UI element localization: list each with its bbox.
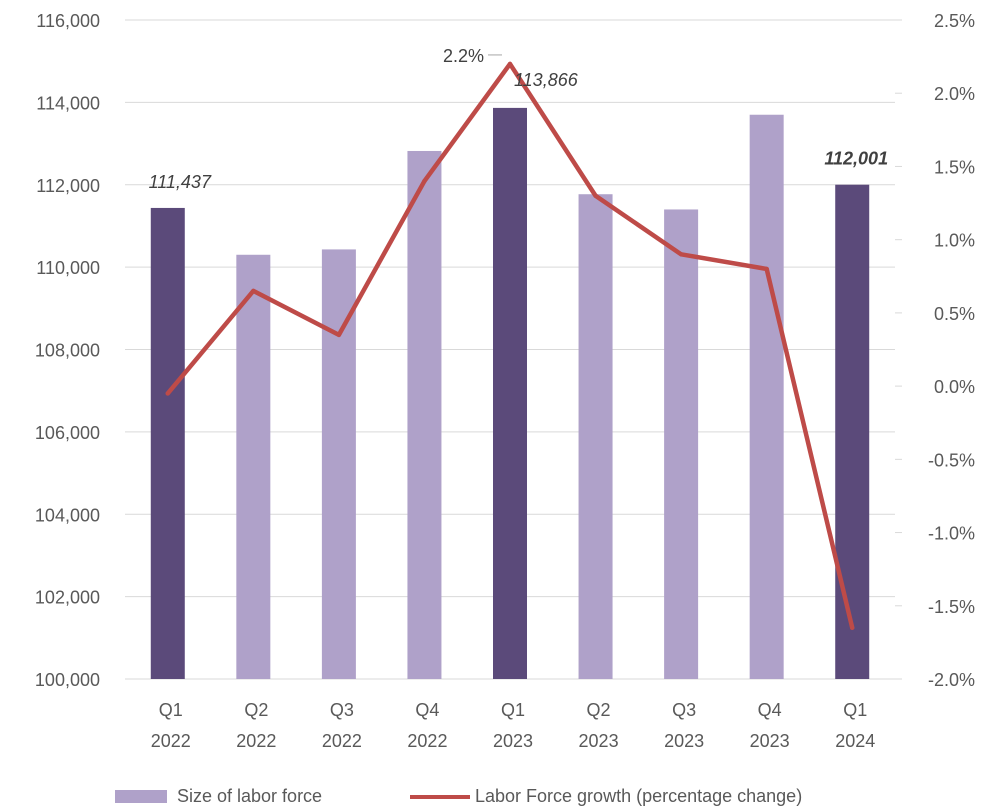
bar [236,254,271,680]
line-series [165,61,855,630]
x-axis-tick-label: Q3 [672,700,696,720]
left-axis-tick-label: 114,000 [36,93,100,113]
legend-label-line: Labor Force growth (percentage change) [475,786,802,806]
x-axis-tick-label: 2023 [664,731,704,751]
x-axis-tick-label: Q4 [415,700,439,720]
bar [321,249,356,679]
left-axis-tick-label: 108,000 [35,341,100,361]
right-axis-tick-label: 0.5% [934,304,975,324]
x-axis-tick-label: 2023 [493,731,533,751]
left-axis-tick-label: 116,000 [36,11,100,31]
bar-data-label: 113,866 [514,70,579,90]
x-axis-tick-label: 2022 [407,731,447,751]
x-axis-tick-label: Q1 [501,700,525,720]
line-point [336,332,342,338]
bar-data-label: 112,001 [824,149,888,169]
data-labels: 111,437 113,866 112,001 2.2% [149,46,889,192]
bar [407,150,442,679]
line-point [850,625,855,630]
right-axis-tick-label: -1.0% [928,524,975,544]
x-axis-tick-label: Q1 [843,700,867,720]
left-axis-tick-label: 102,000 [35,588,100,608]
left-axis-tick-label: 100,000 [35,670,100,690]
left-axis-tick-label: 112,000 [36,176,100,196]
x-axis-tick-label: 2023 [750,731,790,751]
legend-label-bar: Size of labor force [177,786,322,806]
right-axis-tick-label: 1.5% [934,157,975,177]
line-point [593,193,598,198]
line-point [251,288,256,294]
right-axis-tick-label: -1.5% [928,597,975,617]
left-axis-tick-label: 110,000 [36,258,100,278]
legend-swatch-bar [115,790,167,803]
line-point [764,266,769,272]
line-point [422,178,427,184]
right-axis-tick-label: 2.5% [934,11,975,31]
left-axis-tick-label: 104,000 [35,505,100,525]
bar [578,194,613,679]
x-axis-tick-label: Q2 [244,700,268,720]
x-axis-tick-label: 2022 [322,731,362,751]
x-axis-ticks: Q1 2022 Q2 2022 Q3 2022 Q4 2022 Q1 2023 Q2 2023 Q3 20… [151,700,875,751]
bar [664,209,699,679]
x-axis-tick-label: Q4 [758,700,782,720]
bar-data-label: 111,437 [149,172,212,192]
x-axis-tick-label: Q1 [159,700,183,720]
bar [150,207,185,679]
line-point [507,61,513,67]
x-axis-tick-label: 2024 [835,731,875,751]
bar [493,107,527,680]
left-axis-tick-label: 106,000 [35,423,100,443]
right-axis-tick-label: 2.0% [934,84,975,104]
left-axis-ticks: 100,000 102,000 104,000 106,000 108,000 110,0… [35,11,100,690]
line-point [165,391,170,396]
bar-series [150,107,870,680]
x-axis-tick-label: Q2 [587,700,611,720]
line-data-label: 2.2% [443,46,484,66]
bar [749,114,784,679]
x-axis-tick-label: 2022 [236,731,276,751]
right-axis-ticks: -2.0% -1.5% -1.0% -0.5% 0.0% 0.5% 1.0% 1.5% 2.0%… [895,11,975,690]
legend: Size of labor force Labor Force growth (… [115,786,802,806]
x-axis-tick-label: 2022 [151,731,191,751]
right-axis-tick-label: 1.0% [934,231,975,251]
right-axis-tick-label: -0.5% [928,450,975,470]
line-point [678,252,684,257]
bar [835,184,870,680]
x-axis-tick-label: Q3 [330,700,354,720]
right-axis-tick-label: 0.0% [934,377,975,397]
right-axis-tick-label: -2.0% [928,670,975,690]
x-axis-tick-label: 2023 [579,731,619,751]
